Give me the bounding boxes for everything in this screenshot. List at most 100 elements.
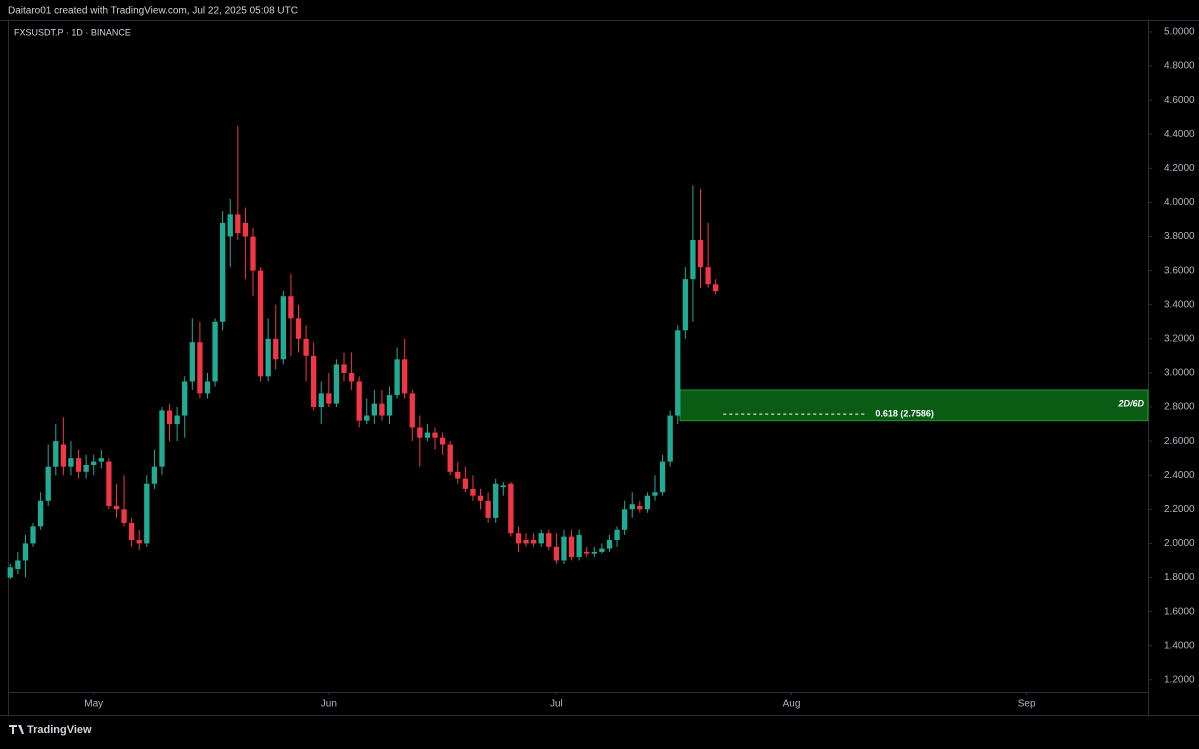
candle-body — [470, 488, 476, 496]
candle-body — [386, 395, 393, 416]
candle-body — [98, 458, 104, 462]
candle-body — [515, 533, 522, 544]
candle-body — [91, 461, 97, 465]
candle-body — [227, 214, 233, 237]
candle-body — [303, 338, 309, 356]
candle-body — [447, 444, 453, 472]
candle-body — [280, 296, 286, 360]
candle-body — [311, 355, 317, 408]
candle-body — [242, 222, 249, 237]
y-tick-label: 3.8000 — [1164, 231, 1195, 242]
candle-body — [295, 318, 302, 339]
candle-body — [546, 533, 552, 547]
y-tick-label: 5.0000 — [1164, 27, 1195, 38]
candle-body — [606, 540, 613, 549]
candle-body — [644, 495, 651, 510]
candle-body — [265, 338, 271, 377]
candle-body — [394, 359, 400, 396]
candle-body — [667, 415, 673, 462]
y-tick-label: 2.2000 — [1164, 504, 1195, 515]
candle-body — [713, 284, 719, 292]
y-tick-label: 2.0000 — [1164, 538, 1195, 549]
y-tick-label: 1.2000 — [1164, 674, 1195, 685]
header-text: Daitaro01 created with TradingView.com, … — [8, 6, 298, 17]
candle-body — [591, 551, 597, 554]
candle-body — [204, 381, 211, 394]
candle-body — [523, 540, 529, 544]
candle-body — [288, 296, 294, 319]
symbol-title: FXSUSDT.P · 1D · BINANCE — [14, 27, 131, 37]
candle-body — [15, 560, 21, 569]
candle-body — [257, 270, 264, 377]
candle-body — [128, 522, 135, 541]
candle-body — [121, 509, 127, 523]
candle-body — [7, 567, 13, 578]
y-tick-label: 2.6000 — [1164, 436, 1195, 447]
candle-body — [318, 393, 324, 408]
candle-body — [159, 410, 165, 467]
candle-body — [629, 504, 635, 510]
candle-body — [212, 321, 218, 382]
x-tick-label: Aug — [783, 699, 801, 710]
candle-body — [690, 239, 696, 280]
y-tick-label: 1.8000 — [1164, 572, 1195, 583]
y-tick-label: 1.4000 — [1164, 640, 1195, 651]
x-tick-label: Sep — [1018, 699, 1036, 710]
candle-body — [45, 466, 51, 501]
candle-body — [68, 458, 74, 467]
candle-body — [189, 342, 195, 382]
candle-body — [417, 427, 423, 438]
candle-body — [30, 526, 36, 544]
candle-body — [599, 548, 605, 552]
candle-body — [371, 403, 378, 416]
x-tick-label: May — [84, 699, 103, 710]
zone-label: 2D/6D — [1117, 398, 1144, 408]
candle-body — [576, 534, 582, 558]
candle-body — [341, 364, 347, 373]
candle-body — [508, 483, 514, 534]
candle-body — [53, 441, 59, 467]
candle-body — [553, 546, 560, 561]
y-tick-label: 4.0000 — [1164, 197, 1195, 208]
candle-body — [174, 415, 180, 425]
candle-body — [485, 500, 491, 518]
candle-body — [584, 551, 590, 554]
y-tick-label: 4.6000 — [1164, 95, 1195, 106]
candle-body — [637, 505, 643, 510]
candle-body — [333, 364, 340, 404]
y-tick-label: 3.4000 — [1164, 299, 1195, 310]
candle-body — [705, 267, 711, 285]
tradingview-logo — [9, 725, 24, 734]
fib-label: 0.618 (2.7586) — [875, 408, 934, 418]
candle-body — [144, 483, 150, 544]
candle-body — [273, 338, 279, 360]
y-tick-label: 1.6000 — [1164, 606, 1195, 617]
candle-body — [106, 461, 112, 506]
candle-body — [697, 239, 704, 268]
candle-body — [568, 536, 575, 558]
candle-body — [439, 437, 446, 445]
candle-body — [424, 432, 431, 438]
candle-body — [326, 393, 332, 404]
y-tick-label: 2.4000 — [1164, 470, 1195, 481]
demand-zone — [679, 389, 1149, 422]
candle-body — [250, 236, 256, 271]
candle-body — [356, 381, 362, 421]
candle-body — [75, 458, 82, 472]
candle-body — [675, 330, 681, 416]
y-tick-label: 4.2000 — [1164, 163, 1195, 174]
candle-body — [614, 529, 620, 541]
candle-body — [432, 432, 438, 438]
x-tick-label: Jun — [321, 699, 337, 710]
candle-body — [493, 483, 499, 518]
candle-body — [682, 279, 688, 331]
footer-brand: TradingView — [27, 724, 92, 736]
candle-body — [235, 214, 241, 234]
y-tick-label: 4.8000 — [1164, 61, 1195, 72]
y-tick-label: 2.8000 — [1164, 402, 1195, 413]
candle-body — [348, 372, 355, 382]
candle-body — [60, 444, 67, 467]
y-tick-label: 3.2000 — [1164, 333, 1195, 344]
candle-body — [219, 222, 226, 322]
